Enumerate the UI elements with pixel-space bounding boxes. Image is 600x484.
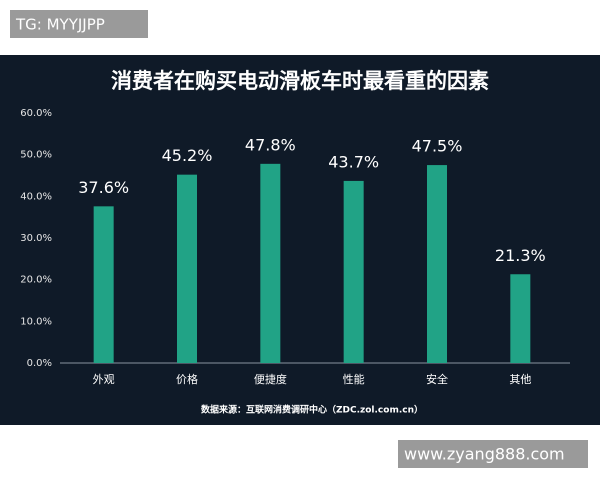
value-label: 45.2% bbox=[162, 146, 213, 165]
value-label: 47.8% bbox=[245, 135, 296, 154]
value-label: 21.3% bbox=[495, 246, 546, 265]
x-tick-label: 外观 bbox=[93, 373, 115, 386]
value-label: 37.6% bbox=[78, 178, 129, 197]
bar bbox=[177, 174, 197, 363]
y-tick-label: 50.0% bbox=[20, 150, 52, 161]
watermark: www.zyang888.com bbox=[404, 445, 565, 464]
watermark: TG: MYYJJPP bbox=[15, 16, 105, 34]
y-tick-label: 0.0% bbox=[27, 358, 52, 369]
x-tick-label: 其他 bbox=[509, 373, 531, 386]
y-tick-label: 10.0% bbox=[20, 316, 52, 327]
source-note: 数据来源：互联网消费调研中心（ZDC.zol.com.cn） bbox=[201, 404, 423, 416]
chart-title: 消费者在购买电动滑板车时最看重的因素 bbox=[111, 69, 489, 93]
bar bbox=[93, 206, 114, 363]
y-tick-label: 40.0% bbox=[20, 191, 52, 202]
x-tick-label: 安全 bbox=[426, 372, 448, 386]
value-label: 43.7% bbox=[328, 152, 379, 171]
value-label: 47.5% bbox=[412, 137, 463, 156]
watermark-box bbox=[10, 10, 148, 38]
bar bbox=[427, 165, 447, 363]
x-tick-label: 便捷度 bbox=[254, 372, 287, 386]
y-tick-label: 20.0% bbox=[20, 275, 52, 286]
chart-background bbox=[0, 55, 600, 425]
watermark-box bbox=[398, 440, 588, 468]
x-tick-label: 性能 bbox=[343, 372, 365, 386]
y-tick-label: 30.0% bbox=[20, 233, 52, 244]
bar bbox=[260, 163, 281, 363]
bar bbox=[343, 180, 364, 363]
bar bbox=[510, 274, 531, 363]
y-tick-label: 60.0% bbox=[20, 108, 52, 119]
x-tick-label: 价格 bbox=[176, 372, 198, 386]
